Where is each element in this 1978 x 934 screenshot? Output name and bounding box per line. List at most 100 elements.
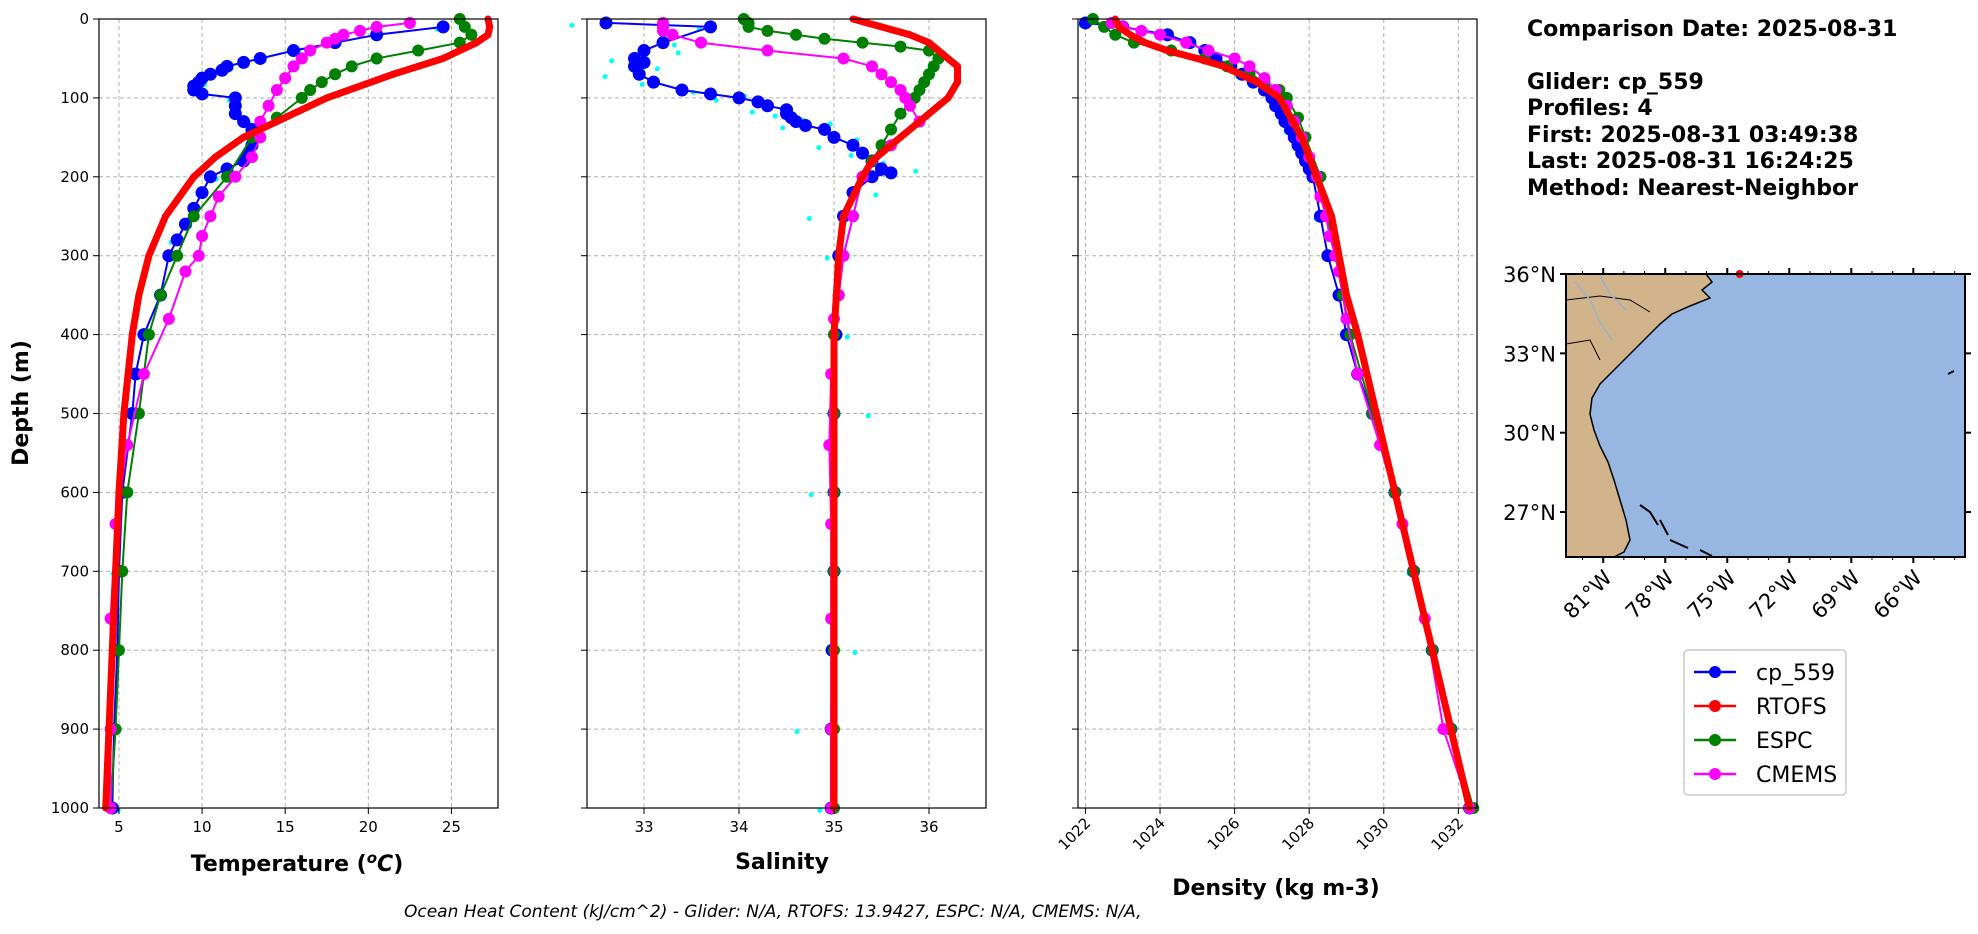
data-point [830, 410, 838, 417]
data-point [1180, 36, 1193, 49]
data-point [1163, 47, 1171, 55]
panel-3: 1022 1024 1026 1028 1030 1032 [1055, 13, 1480, 854]
density-axis-label: Density (kg m-3) [1172, 876, 1380, 901]
y-tick-label: 900 [60, 720, 89, 738]
y-tick-label: 200 [60, 168, 89, 186]
data-point [1354, 331, 1362, 339]
x-tick-label: 10 [193, 818, 212, 836]
lon-label: 78°W [1621, 565, 1679, 623]
y-tick-label: 400 [60, 326, 89, 344]
series-line [662, 22, 921, 808]
x-tick-label: 5 [114, 818, 124, 836]
data-point [245, 151, 258, 164]
map-frame [1565, 273, 1966, 558]
map-river [1574, 281, 1613, 341]
data-point [162, 312, 175, 325]
glider-name: Glider: cp_559 [1527, 70, 1704, 95]
data-point [1154, 28, 1167, 41]
data-point [162, 249, 176, 263]
data-point [761, 44, 774, 57]
raw-point [749, 109, 755, 115]
series-cp_559 [1078, 16, 1477, 815]
data-point [145, 252, 153, 260]
y-tick-label: 800 [60, 641, 89, 659]
raw-point [609, 58, 615, 64]
series-cmems [657, 16, 926, 814]
legend-frame [1683, 649, 1847, 796]
data-point [944, 94, 952, 102]
y-tick-label: 700 [60, 562, 89, 580]
data-point [1437, 723, 1450, 736]
raw-point [808, 492, 814, 498]
raw-point [806, 216, 812, 222]
data-point [108, 646, 116, 654]
data-point [105, 725, 113, 733]
data-point [830, 331, 838, 339]
data-point [884, 166, 898, 180]
data-point [270, 84, 283, 97]
data-point [228, 107, 242, 121]
series-line [1112, 17, 1473, 809]
x-tick-label: 1032 [1427, 814, 1467, 854]
data-point [323, 94, 331, 102]
data-point [439, 54, 447, 62]
data-point [1219, 62, 1227, 70]
data-point [944, 54, 952, 62]
data-point [878, 23, 885, 31]
data-point [695, 36, 707, 49]
data-point [846, 138, 860, 152]
data-point [935, 47, 942, 55]
y-tick-label: 500 [60, 405, 89, 423]
data-point [835, 252, 843, 260]
data-point [287, 60, 300, 73]
data-point [1253, 78, 1261, 86]
data-point [954, 62, 961, 70]
data-point [666, 28, 679, 41]
series-line [605, 21, 892, 808]
raw-point [824, 255, 830, 261]
data-point [897, 133, 904, 141]
data-point [830, 567, 838, 575]
lon-label: 69°W [1807, 565, 1865, 623]
data-point [840, 212, 847, 220]
legend-item-espc: ESPC [1694, 729, 1813, 754]
y-tick-label: 300 [60, 247, 89, 265]
data-point [354, 24, 367, 37]
x-tick-label: 25 [442, 818, 461, 836]
series-cp_559 [105, 20, 450, 815]
x-tick-label: 33 [634, 818, 653, 836]
data-point [894, 40, 907, 53]
data-point [1193, 54, 1201, 62]
data-point [865, 170, 879, 184]
data-point [221, 170, 234, 183]
data-point [904, 99, 916, 112]
raw-point [675, 50, 681, 56]
series-rtofs [102, 15, 494, 812]
profile-panels: 0 100 200 300 400 500 600 700 800 900 1000 5 10 15 20 2… [51, 10, 1480, 854]
first-profile-time: First: 2025-08-31 03:49:38 [1527, 123, 1858, 148]
y-tick-label: 1000 [51, 799, 89, 817]
depth-axis-label: Depth (m) [9, 340, 34, 466]
data-point [856, 36, 869, 49]
series-line [111, 25, 444, 809]
data-point [412, 44, 425, 57]
data-point [137, 368, 150, 381]
data-point [830, 646, 838, 654]
comparison-date: Comparison Date: 2025-08-31 [1527, 17, 1897, 42]
data-point [647, 75, 660, 89]
data-point [116, 565, 129, 578]
data-point [135, 291, 143, 299]
data-point [761, 99, 774, 113]
x-tick-label: 1026 [1204, 814, 1244, 854]
raw-point [865, 413, 871, 419]
map-state-border-2 [1565, 339, 1601, 361]
data-point [1372, 410, 1380, 417]
data-point [240, 133, 248, 141]
raw-point [602, 74, 608, 80]
data-point [827, 130, 841, 144]
data-point [237, 115, 251, 129]
data-point [1342, 291, 1350, 299]
location-map: 36°N 33°N 30°N 27°N 81°W 78°W 75°W 72°W 69°W 66°W [1503, 263, 1971, 624]
data-point [856, 146, 869, 160]
data-point [329, 68, 342, 81]
